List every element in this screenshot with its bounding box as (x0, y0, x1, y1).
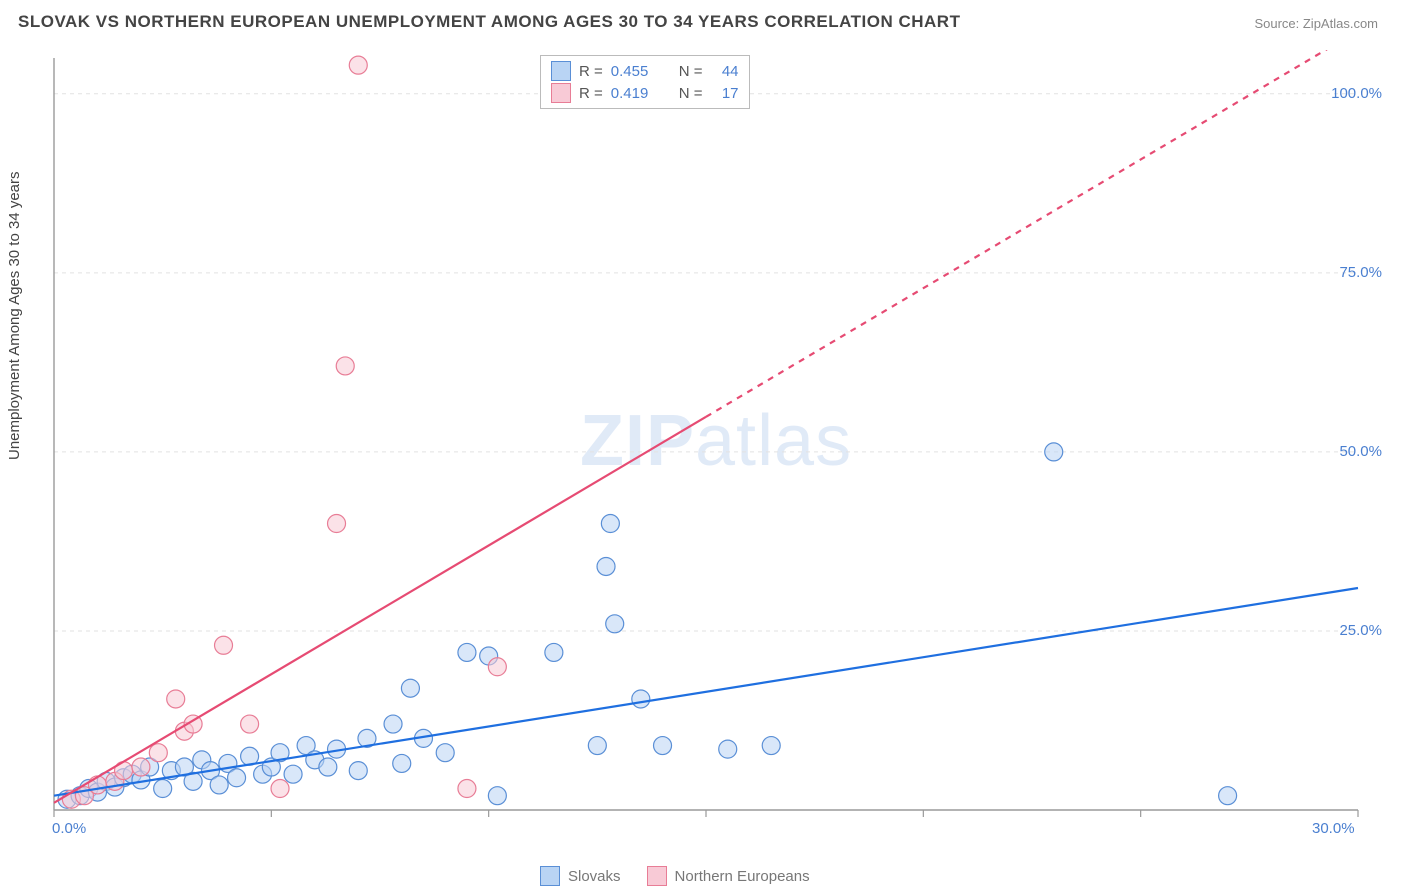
legend-swatch (551, 83, 571, 103)
series-legend-label: Northern Europeans (675, 868, 810, 885)
scatter-point (132, 758, 150, 776)
y-tick-label: 100.0% (1331, 85, 1382, 102)
scatter-point (349, 762, 367, 780)
scatter-point (588, 737, 606, 755)
scatter-point (654, 737, 672, 755)
scatter-point (271, 780, 289, 798)
trend-line (54, 588, 1358, 796)
scatter-point (328, 515, 346, 533)
scatter-point (488, 787, 506, 805)
scatter-point (393, 754, 411, 772)
scatter-point (88, 776, 106, 794)
scatter-point (401, 679, 419, 697)
x-tick-label: 0.0% (52, 820, 86, 837)
scatter-point (458, 643, 476, 661)
scatter-point (762, 737, 780, 755)
legend-n-label: N = (679, 85, 703, 102)
series-legend-item: Northern Europeans (647, 866, 810, 886)
x-tick-label: 30.0% (1312, 820, 1355, 837)
trend-line-dashed (706, 50, 1336, 417)
chart-title: SLOVAK VS NORTHERN EUROPEAN UNEMPLOYMENT… (18, 12, 960, 32)
legend-r-label: R = (579, 63, 603, 80)
source-attribution: Source: ZipAtlas.com (1254, 16, 1378, 31)
scatter-point (215, 636, 233, 654)
series-legend: Slovaks Northern Europeans (540, 866, 810, 886)
y-tick-label: 75.0% (1339, 264, 1382, 281)
legend-r-value: 0.455 (611, 63, 663, 80)
scatter-point (632, 690, 650, 708)
scatter-point (210, 776, 228, 794)
scatter-point (488, 658, 506, 676)
legend-n-label: N = (679, 63, 703, 80)
scatter-point (241, 715, 259, 733)
scatter-point (149, 744, 167, 762)
legend-r-value: 0.419 (611, 85, 663, 102)
series-legend-label: Slovaks (568, 868, 621, 885)
scatter-point (597, 557, 615, 575)
legend-swatch (551, 61, 571, 81)
scatter-point (319, 758, 337, 776)
legend-n-value: 44 (711, 63, 739, 80)
scatter-point (601, 515, 619, 533)
series-legend-item: Slovaks (540, 866, 621, 886)
scatter-point (458, 780, 476, 798)
scatter-point (228, 769, 246, 787)
scatter-point (1219, 787, 1237, 805)
scatter-point (436, 744, 454, 762)
scatter-plot (50, 50, 1370, 840)
scatter-point (336, 357, 354, 375)
scatter-point (167, 690, 185, 708)
legend-row: R = 0.419 N = 17 (551, 82, 739, 104)
legend-swatch (540, 866, 560, 886)
y-tick-label: 25.0% (1339, 622, 1382, 639)
scatter-point (284, 765, 302, 783)
scatter-point (384, 715, 402, 733)
legend-n-value: 17 (711, 85, 739, 102)
scatter-point (606, 615, 624, 633)
legend-r-label: R = (579, 85, 603, 102)
scatter-point (154, 780, 172, 798)
correlation-legend: R = 0.455 N = 44 R = 0.419 N = 17 (540, 55, 750, 109)
y-tick-label: 50.0% (1339, 443, 1382, 460)
trend-line (54, 417, 706, 803)
legend-row: R = 0.455 N = 44 (551, 60, 739, 82)
scatter-point (719, 740, 737, 758)
scatter-point (1045, 443, 1063, 461)
y-axis-label: Unemployment Among Ages 30 to 34 years (6, 171, 23, 460)
scatter-point (349, 56, 367, 74)
scatter-point (545, 643, 563, 661)
legend-swatch (647, 866, 667, 886)
